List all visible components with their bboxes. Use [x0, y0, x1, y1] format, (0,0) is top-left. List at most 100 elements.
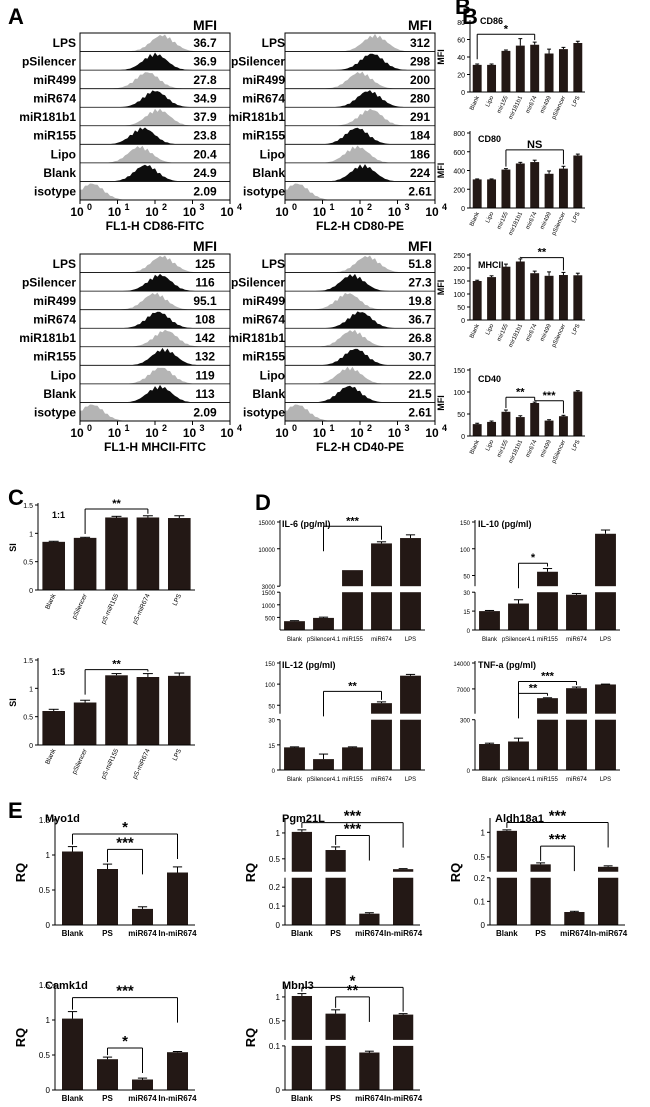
significance-mark: **: [529, 682, 538, 694]
category-label: mir181b1: [508, 95, 524, 121]
histogram-peak: [80, 384, 230, 403]
y-tick-label: 0: [467, 769, 471, 775]
category-label: pSilencer: [71, 747, 89, 775]
histogram-peak: [285, 90, 435, 108]
bar: [371, 703, 392, 770]
axis-break: [486, 871, 627, 878]
row-label: miR155: [242, 129, 285, 143]
axis-break-gap: [488, 871, 492, 878]
bar: [472, 424, 482, 436]
histogram-peak: [285, 183, 435, 200]
x-tick-label: 10: [108, 426, 122, 440]
mfi-value: 113: [195, 387, 215, 401]
mfi-value: 108: [195, 313, 215, 327]
mfi-value: 298: [410, 54, 430, 68]
axis-break: [276, 586, 427, 593]
row-label: miR181b1: [228, 331, 285, 345]
bar: [359, 1052, 380, 1090]
bar: [73, 702, 97, 745]
mfi-value: 20.4: [193, 147, 217, 161]
category-label: PS: [330, 1094, 341, 1103]
axis-break: [281, 1039, 422, 1046]
histogram-peak: [80, 127, 230, 145]
axis-break: [281, 871, 422, 878]
significance-mark: *: [350, 972, 356, 989]
histogram-peak: [285, 366, 435, 384]
bar: [472, 64, 482, 92]
y-tick-label: 50: [268, 704, 275, 710]
mfi-header: MFI: [193, 238, 217, 254]
histogram-peak: [80, 183, 230, 200]
bar: [508, 603, 529, 630]
row-label: miR499: [242, 73, 285, 87]
y-tick-label: 15: [268, 744, 275, 750]
category-label: Blank: [469, 210, 481, 227]
category-label: LPS: [571, 439, 581, 452]
chart-title: 1:5: [52, 667, 65, 677]
category-label: Lipo: [485, 95, 496, 108]
row-label: LPS: [53, 36, 76, 50]
histogram-peak: [80, 367, 230, 384]
x-tick-label: 10: [220, 426, 234, 440]
mfi-value: 184: [410, 129, 430, 143]
y-axis-label: SI: [8, 698, 18, 707]
category-label: PS: [535, 929, 546, 938]
histogram-peak: [285, 292, 435, 310]
y-tick-label: 0: [481, 921, 486, 930]
y-tick-label: 150: [460, 521, 471, 527]
histogram-peak: [285, 329, 435, 347]
histogram-peak: [80, 292, 230, 310]
histogram-peak: [80, 329, 230, 347]
x-axis-label: FL2-H CD80-PE: [316, 219, 404, 233]
y-axis-label: MFI: [436, 395, 446, 411]
chart-title: IL-12 (pg/ml): [282, 660, 336, 670]
axis-break-gap: [473, 586, 477, 593]
significance-mark: **: [112, 659, 121, 671]
y-tick-label: 20: [457, 73, 465, 80]
y-tick-label: 0: [467, 629, 471, 635]
x-tick-exponent: 4: [442, 202, 447, 212]
axis-break: [276, 713, 427, 720]
category-label: mir181b1: [508, 323, 524, 349]
x-tick-label: 10: [350, 426, 364, 440]
mfi-value: 291: [410, 110, 430, 124]
bar: [479, 744, 500, 770]
panel-label-B: B: [462, 4, 478, 29]
category-label: pSilencer: [551, 439, 567, 464]
bar: [479, 611, 500, 630]
category-label: pSilencer: [551, 323, 567, 348]
y-tick-label: 1: [481, 828, 486, 837]
significance-mark: ***: [344, 808, 362, 825]
y-tick-label: 60: [457, 38, 465, 45]
row-label: Lipo: [51, 147, 76, 161]
bar: [284, 747, 305, 770]
y-tick-label: 0.1: [269, 902, 281, 911]
mfi-value: 132: [195, 350, 215, 364]
category-label: LPS: [172, 592, 184, 607]
category-label: pSilencer4.1: [502, 637, 536, 643]
y-tick-label: 600: [453, 150, 465, 157]
category-label: mir499: [540, 95, 553, 115]
y-tick-label: 0: [461, 90, 465, 97]
panel-label-C: C: [8, 485, 24, 510]
x-tick-label: 10: [313, 426, 327, 440]
row-label: miR674: [33, 92, 76, 106]
x-tick-label: 10: [70, 426, 84, 440]
row-label: miR181b1: [228, 110, 285, 124]
bar: [167, 1052, 188, 1090]
category-label: miR674: [355, 929, 384, 938]
x-tick-exponent: 3: [405, 202, 410, 212]
row-label: miR674: [242, 92, 285, 106]
y-tick-label: 1: [46, 1016, 51, 1025]
row-label: Blank: [252, 166, 285, 180]
mfi-value: 280: [410, 92, 430, 106]
x-axis-label: FL1-H MHCII-FITC: [104, 440, 206, 454]
histogram-peak: [80, 90, 230, 108]
mfi-value: 36.7: [193, 36, 217, 50]
bar: [558, 416, 568, 436]
category-label: Lipo: [485, 323, 496, 336]
histogram-peak: [80, 108, 230, 126]
y-tick-label: 1.5: [23, 658, 33, 665]
mfi-value: 36.7: [408, 313, 432, 327]
bar: [530, 162, 540, 208]
